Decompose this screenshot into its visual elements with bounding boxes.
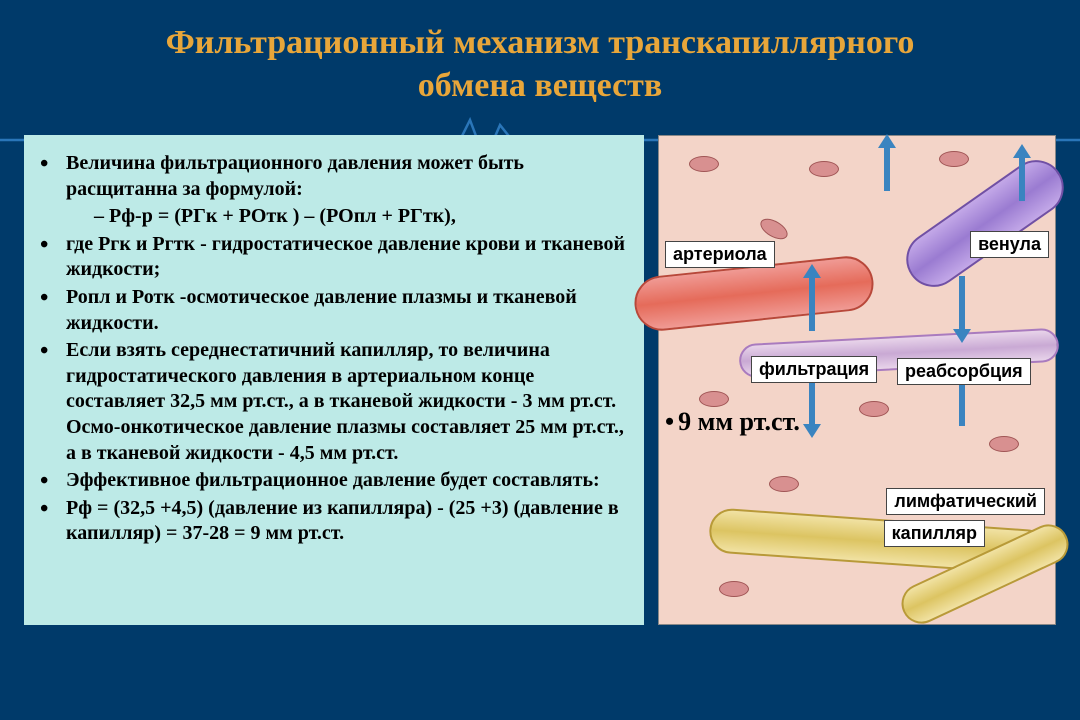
overlay-note: 9 мм рт.ст. — [665, 406, 800, 439]
slide-title: Фильтрационный механизм транскапиллярног… — [0, 0, 1080, 107]
label-reabsorption: реабсорбция — [897, 358, 1031, 385]
label-capillary: капилляр — [884, 520, 985, 547]
venule-vessel — [896, 149, 1075, 297]
image-panel: артериола венула фильтрация реабсорбция … — [658, 135, 1056, 625]
content-row: Величина фильтрационного давления может … — [0, 107, 1080, 625]
label-filtration: фильтрация — [751, 356, 877, 383]
text-panel: Величина фильтрационного давления может … — [24, 135, 644, 625]
filtration-arrow — [809, 276, 815, 331]
bullet-4: Если взять середнестатичний капилляр, то… — [58, 338, 626, 466]
bullet-5: Эффективное фильтрационное давление буде… — [58, 468, 626, 494]
slide: Фильтрационный механизм транскапиллярног… — [0, 0, 1080, 720]
label-arteriole: артериола — [665, 241, 775, 268]
bullet-1-text: Величина фильтрационного давления может … — [66, 152, 524, 200]
title-line-2: обмена веществ — [418, 67, 662, 104]
bullet-2: где Ргк и Ргтк - гидростатическое давлен… — [58, 232, 626, 283]
bullet-6: Рф = (32,5 +4,5) (давление из капилляра)… — [58, 496, 626, 547]
label-venule: венула — [970, 231, 1049, 258]
capillary-diagram: артериола венула фильтрация реабсорбция … — [658, 135, 1056, 625]
title-line-1: Фильтрационный механизм транскапиллярног… — [166, 24, 915, 61]
reabsorption-arrow — [959, 276, 965, 331]
label-lymphatic: лимфатический — [886, 488, 1045, 515]
bullet-1: Величина фильтрационного давления может … — [58, 151, 626, 230]
bullet-3: Ропл и Ротк -осмотическое давление плазм… — [58, 285, 626, 336]
formula: Рф-р = (РГк + РОтк ) – (РОпл + РГтк), — [94, 204, 626, 230]
